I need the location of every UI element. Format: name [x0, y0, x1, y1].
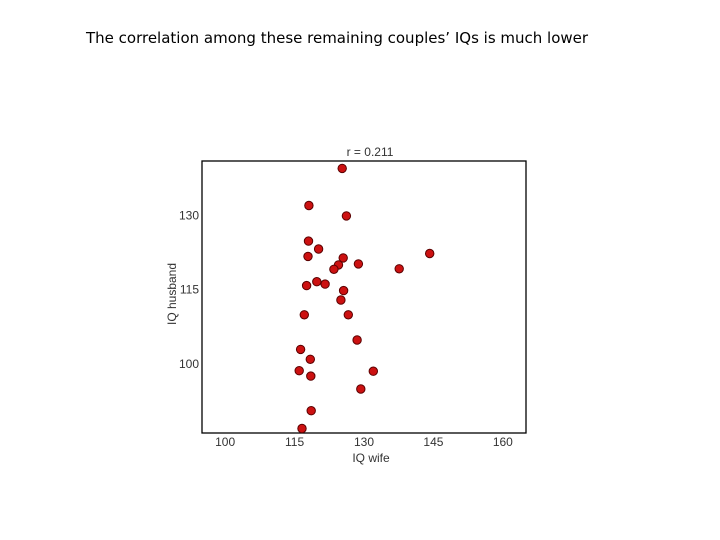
- x-tick-labels: 100 115 130 145 160: [215, 435, 513, 449]
- data-point: [329, 264, 339, 274]
- data-points: [294, 163, 435, 434]
- data-point: [295, 344, 306, 355]
- data-point: [343, 310, 353, 320]
- data-point: [394, 264, 404, 274]
- data-point: [337, 163, 347, 174]
- data-point: [306, 406, 316, 416]
- x-tick-label: 145: [423, 435, 443, 449]
- data-point: [368, 366, 378, 376]
- data-point: [312, 277, 322, 287]
- data-point: [303, 251, 313, 262]
- data-point: [338, 285, 349, 296]
- data-point: [305, 354, 315, 364]
- x-tick-label: 160: [493, 435, 513, 449]
- x-tick-label: 130: [354, 435, 374, 449]
- data-point: [320, 279, 330, 289]
- data-point: [301, 280, 312, 291]
- data-point: [353, 259, 364, 269]
- data-point: [341, 211, 352, 221]
- data-point: [294, 366, 304, 376]
- y-axis-label: IQ husband: [165, 263, 179, 325]
- data-point: [352, 335, 362, 345]
- data-point: [304, 200, 314, 211]
- y-tick-label: 130: [179, 208, 199, 222]
- data-point: [297, 423, 307, 434]
- data-point: [313, 244, 324, 254]
- y-tick-label: 115: [180, 283, 199, 297]
- x-tick-label: 115: [285, 435, 304, 449]
- data-point: [336, 295, 346, 305]
- data-point: [299, 310, 309, 320]
- data-point: [356, 384, 366, 394]
- slide-title: The correlation among these remaining co…: [86, 29, 589, 47]
- x-axis-label: IQ wife: [352, 451, 390, 465]
- y-tick-label: 100: [179, 357, 199, 371]
- plot-frame: [201, 160, 527, 434]
- chart-title: r = 0.211: [347, 145, 394, 159]
- data-point: [303, 236, 314, 246]
- data-point: [425, 248, 435, 259]
- y-tick-labels: 100 115 130: [179, 208, 199, 370]
- data-point: [306, 371, 316, 381]
- x-tick-label: 100: [215, 435, 235, 449]
- data-point: [338, 253, 348, 263]
